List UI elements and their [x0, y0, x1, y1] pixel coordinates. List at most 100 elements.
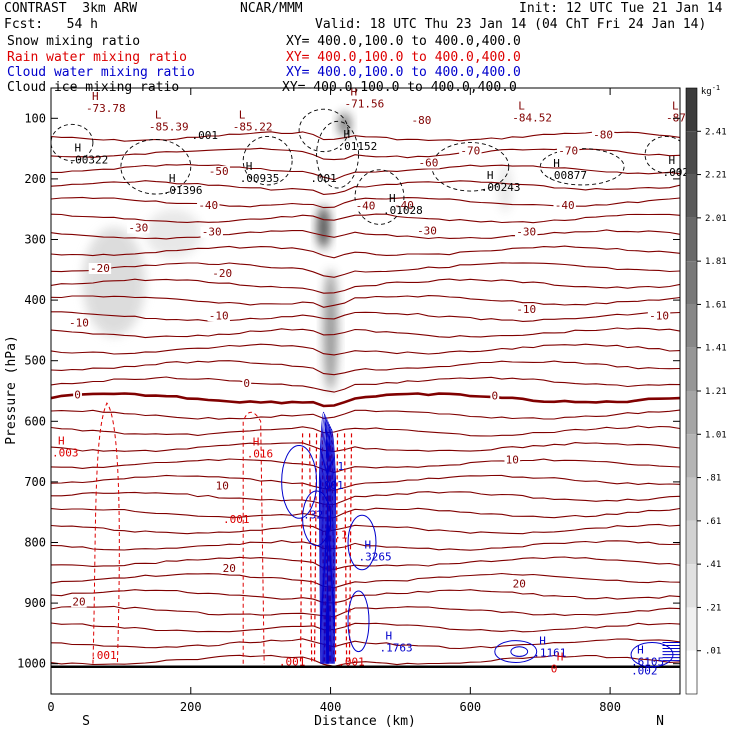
contour-value-label: .001	[223, 513, 250, 526]
extremum-value: .002	[663, 166, 690, 179]
legend-cloud-water-label: Cloud water mixing ratio	[7, 65, 195, 80]
cloud-ice-contour	[242, 136, 293, 186]
colorbar-label: 2.21	[705, 171, 727, 181]
legend-rain-label: Rain water mixing ratio	[7, 50, 188, 65]
isotherm-label: 20	[72, 595, 85, 608]
isotherm-line	[51, 491, 680, 506]
isotherm-line	[51, 376, 680, 393]
extremum-mark: H	[365, 539, 372, 552]
extremum-value: .00877	[547, 169, 587, 182]
isotherm-label: 20	[513, 578, 526, 591]
y-tick-label: 1000	[17, 657, 46, 671]
contour-value-label: .1	[331, 460, 344, 473]
rain-contour	[343, 433, 348, 664]
cloud-ice-contour	[298, 108, 349, 153]
extremum-mark: H	[385, 630, 392, 643]
isotherm-label: -10	[649, 309, 669, 322]
isotherm-label-bg	[410, 115, 433, 127]
isotherm-line	[51, 311, 680, 322]
isotherm-line	[51, 540, 680, 551]
extremum-value: .6105	[631, 655, 664, 668]
colorbar-label: 1.41	[705, 344, 727, 354]
isotherm-label-bg	[553, 199, 576, 211]
x-tick-label: 0	[47, 700, 54, 714]
extremum-value: -85.39	[149, 120, 189, 133]
isotherm-label-bg	[354, 200, 377, 212]
isotherm-line	[51, 622, 680, 633]
isotherm-label-bg	[88, 263, 112, 275]
colorbar-label: 1.61	[705, 300, 727, 310]
isotherm-label-bg	[504, 454, 521, 466]
isotherm-label: 20	[223, 562, 236, 575]
isotherm-label: -70	[558, 144, 578, 157]
isotherm-line	[51, 425, 680, 437]
extremum-mark: L	[155, 108, 162, 121]
colorbar-swatch	[686, 347, 697, 391]
colorbar-unit-exponent: -1	[712, 84, 720, 92]
isotherm-label: -20	[90, 262, 110, 275]
legend-cloud-water-xy: XY= 400.0,100.0 to 400.0,400.0	[286, 65, 521, 80]
extremum-mark: H	[246, 160, 253, 173]
isotherm-label-bg	[647, 310, 671, 322]
isotherm-label-bg	[556, 145, 580, 157]
temperature-contours	[51, 131, 680, 668]
x-axis-label: Distance (km)	[314, 714, 416, 729]
colorbar-unit-base: g kg	[690, 87, 712, 97]
cloud-ice-contour	[120, 139, 192, 195]
extremum-value: .002	[631, 665, 658, 678]
extremum-mark: H	[553, 157, 560, 170]
extremum-mark: H	[58, 434, 65, 447]
isotherm-line	[51, 229, 680, 240]
extremum-value: -85.22	[233, 120, 273, 133]
isotherm-label-bg	[417, 157, 440, 169]
isotherm-label-bg	[73, 389, 82, 401]
extremum-mark: H	[92, 90, 99, 103]
isotherm-line	[51, 458, 680, 474]
rain-contours	[92, 402, 353, 664]
contour-value-label: .1	[334, 528, 347, 541]
colorbar-label: 1.21	[705, 387, 727, 397]
extremum-value: 0	[551, 663, 558, 676]
isotherm-label-bg	[459, 145, 482, 157]
cloud-ice-contours	[51, 108, 680, 225]
x-tick-label: 600	[459, 700, 481, 714]
isotherm-label-bg	[200, 226, 223, 238]
isotherm-label: -10	[516, 303, 536, 316]
cloud-ice-contour	[354, 169, 405, 225]
colorbar-swatch	[686, 261, 697, 305]
cloud-ice-contour	[539, 148, 625, 186]
isotherm-label: -50	[209, 165, 229, 178]
isotherm-line	[51, 523, 680, 535]
isotherm-line	[51, 327, 680, 339]
rain-contour	[348, 433, 353, 664]
isotherm-line	[51, 392, 680, 408]
colorbar-swatch	[686, 434, 697, 478]
isotherm-label-bg	[221, 562, 238, 574]
isotherm-label-bg	[207, 310, 230, 322]
extremum-mark: H	[487, 169, 494, 182]
extremum-mark: H	[344, 128, 351, 141]
extremum-mark: H	[539, 634, 546, 647]
colorbar-swatch	[686, 520, 697, 565]
isotherm-label: 10	[216, 480, 229, 493]
cloud-water-contour	[281, 445, 318, 519]
isotherm-label-bg	[415, 225, 439, 237]
y-tick-label: 900	[24, 596, 46, 610]
isotherm-label: -30	[516, 226, 536, 239]
isotherm-label-bg	[515, 226, 538, 238]
isotherm-line	[51, 507, 680, 519]
isotherm-label: -10	[209, 309, 229, 322]
extremum-value: .00322	[68, 154, 108, 167]
isotherm-label-bg	[242, 378, 252, 390]
cloud-water-contour	[321, 416, 331, 664]
isotherm-label-bg	[591, 129, 615, 141]
y-tick-label: 800	[24, 536, 46, 550]
colorbar-label: .41	[705, 560, 721, 570]
isotherm-label: -30	[417, 224, 437, 237]
extremum-mark: H	[253, 436, 260, 449]
colorbar-label: .01	[705, 647, 721, 657]
colorbar-swatch	[686, 391, 697, 435]
cloud-water-contour	[302, 490, 332, 547]
extremum-value: .1161	[533, 646, 566, 659]
